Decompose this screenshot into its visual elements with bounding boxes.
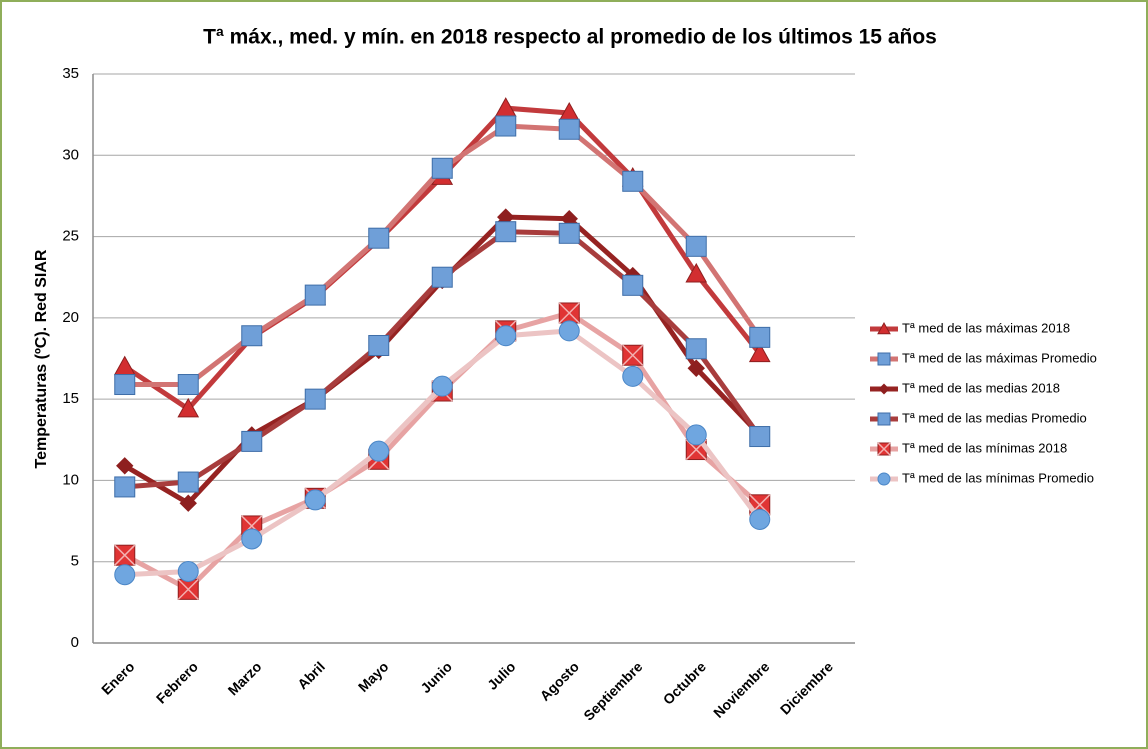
y-tick-label: 30 [62,146,79,163]
y-tick-label: 20 [62,309,79,326]
data-point-cross [114,544,136,566]
data-point [304,388,326,410]
data-point [114,476,136,498]
data-point [622,170,644,192]
data-point [495,115,517,137]
data-point-cross [177,578,199,600]
data-point [177,560,199,582]
data-point [685,262,708,283]
data-point [495,325,517,347]
y-tick-label: 35 [62,65,79,82]
data-point [685,424,707,446]
chart-title: Tª máx., med. y mín. en 2018 respecto al… [203,26,937,49]
data-point [304,489,326,511]
legend-label: Tª med de las máximas 2018 [902,320,1070,335]
data-point [431,157,453,179]
data-point [749,508,771,530]
data-point [558,320,580,342]
data-point [748,342,771,363]
data-point [241,325,263,347]
data-point [114,564,136,586]
y-tick-label: 10 [62,471,79,488]
legend-label: Tª med de las medias Promedio [902,410,1087,425]
data-point-cross [558,302,580,324]
legend-marker [877,321,891,335]
data-point [431,375,453,397]
data-point [179,494,197,512]
legend-marker [877,472,891,486]
legend-marker [877,412,891,426]
y-tick-label: 25 [62,228,79,245]
data-point [304,284,326,306]
data-point-cross [622,344,644,366]
data-point [495,221,517,243]
data-point [177,471,199,493]
y-tick-label: 5 [71,553,79,570]
data-point [368,227,390,249]
data-point [177,374,199,396]
data-point [431,266,453,288]
data-point [685,235,707,257]
data-point [558,118,580,140]
data-point [622,365,644,387]
data-point [241,528,263,550]
data-point [241,430,263,452]
data-point [687,359,705,377]
data-point [177,397,200,418]
legend-marker [877,352,891,366]
data-point [749,326,771,348]
y-axis-label: Temperaturas (ºC). Red SIAR [33,249,50,468]
data-point [114,374,136,396]
legend-marker [878,383,890,395]
legend-label: Tª med de las medias 2018 [902,380,1060,395]
legend-label: Tª med de las mínimas 2018 [902,440,1067,455]
legend-marker-cross [877,442,891,456]
y-tick-label: 15 [62,390,79,407]
legend-label: Tª med de las mínimas Promedio [902,470,1094,485]
data-point [749,426,771,448]
data-point [622,274,644,296]
data-point [116,457,134,475]
data-point [558,222,580,244]
data-point [368,440,390,462]
data-point [685,338,707,360]
legend-label: Tª med de las máximas Promedio [902,350,1097,365]
y-tick-label: 0 [71,634,79,651]
data-point [368,334,390,356]
